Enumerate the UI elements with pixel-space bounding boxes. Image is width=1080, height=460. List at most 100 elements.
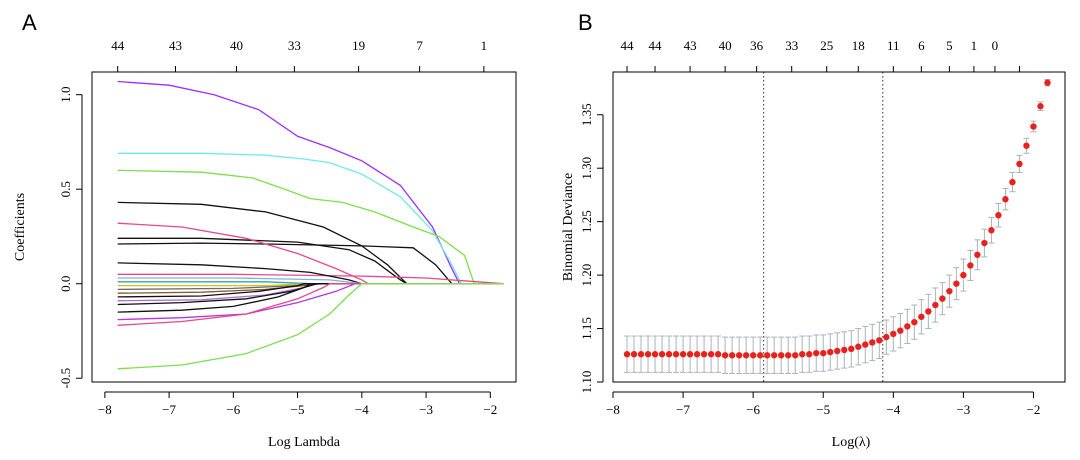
- deviance-point: [735, 352, 743, 359]
- coefficient-paths: [117, 80, 504, 370]
- deviance-point: [630, 351, 638, 358]
- deviance-point: [995, 212, 1002, 219]
- y-axis-title-b: Binomial Deviance: [561, 173, 576, 281]
- deviance-point: [707, 351, 715, 358]
- coefficient-path: [117, 283, 504, 313]
- deviance-point: [911, 318, 918, 326]
- x-tick-label: −2: [483, 402, 497, 417]
- y-tick-label: 1.10: [579, 371, 594, 394]
- deviance-point: [967, 262, 974, 269]
- coefficient-path: [117, 152, 504, 285]
- deviance-point: [644, 351, 652, 358]
- deviance-point: [679, 351, 687, 358]
- deviance-point: [728, 352, 736, 359]
- deviance-point: [637, 351, 645, 358]
- deviance-point: [848, 345, 855, 353]
- top-tick-label: 0: [992, 38, 999, 53]
- deviance-point: [700, 351, 708, 358]
- deviance-point: [890, 330, 897, 338]
- y-tick-label: 1.0: [58, 87, 73, 103]
- top-tick-label: 44: [649, 38, 663, 53]
- y-tick-label: -0.5: [58, 368, 73, 389]
- deviance-point: [897, 327, 904, 334]
- y-tick-label: 0.0: [58, 276, 73, 292]
- panel-b: B −8 −7 −6 −5 −4 −3 −2 1.10 1.15 1.20 1.25 1.30 1.3…: [561, 10, 1066, 450]
- y-tick-label: 1.20: [579, 264, 594, 287]
- x-tick-label: −7: [676, 402, 690, 417]
- deviance-point: [904, 323, 911, 330]
- deviance-point: [1009, 178, 1016, 186]
- deviance-point: [862, 341, 869, 348]
- coefficient-path: [117, 262, 504, 285]
- y-tick-label: 1.15: [579, 317, 594, 340]
- deviance-points: [623, 79, 1051, 359]
- top-tick-label: 1: [481, 38, 488, 53]
- deviance-point: [855, 343, 862, 350]
- top-tick-label: 1: [971, 38, 978, 53]
- top-tick-label: 44: [111, 38, 125, 53]
- x-axis-b: −8 −7 −6 −5 −4 −3 −2: [606, 391, 1041, 417]
- x-tick-label: −5: [291, 402, 305, 417]
- deviance-point: [974, 251, 981, 258]
- y-tick-label: 0.5: [58, 181, 73, 197]
- deviance-point: [1016, 160, 1023, 168]
- y-tick-label: 1.30: [579, 157, 594, 180]
- deviance-point: [1023, 142, 1030, 149]
- deviance-point: [820, 349, 827, 357]
- panel-letter-b: B: [578, 10, 593, 35]
- top-tick-label: 43: [684, 38, 697, 53]
- deviance-point: [939, 295, 946, 302]
- deviance-point: [742, 352, 750, 359]
- deviance-point: [932, 301, 939, 309]
- error-bars: [624, 78, 1051, 374]
- deviance-point: [672, 351, 680, 358]
- top-tick-label: 19: [352, 38, 365, 53]
- top-axis-a: 44 43 40 33 19 7 1: [111, 38, 488, 73]
- deviance-point: [756, 352, 764, 359]
- deviance-point: [686, 351, 694, 358]
- plot-frame-a: [91, 71, 517, 383]
- deviance-point: [918, 313, 925, 320]
- x-tick-label: −3: [956, 402, 970, 417]
- coefficient-path: [117, 283, 504, 326]
- deviance-point: [813, 349, 820, 357]
- coefficient-path: [117, 80, 504, 285]
- deviance-point: [876, 337, 883, 344]
- x-tick-label: −6: [226, 402, 240, 417]
- y-axis-a: -0.5 0.0 0.5 1.0: [58, 87, 83, 389]
- top-axis-b: 44 44 43 40 36 33 25 18 11 6 5 1 0: [621, 38, 1020, 73]
- top-tick-label: 5: [946, 38, 953, 53]
- coefficient-path: [117, 283, 504, 370]
- deviance-point: [841, 346, 848, 354]
- panel-a: A −8 −7 −6 −5 −4 −3 −2 -0.5 0.0 0.5 1.0 44 43 40 33 1…: [13, 10, 517, 450]
- coefficient-path: [117, 201, 504, 285]
- top-tick-label: 18: [852, 38, 865, 53]
- deviance-point: [946, 287, 953, 295]
- deviance-point: [777, 352, 785, 359]
- x-tick-label: −2: [1027, 402, 1041, 417]
- deviance-point: [623, 351, 631, 358]
- y-tick-label: 1.25: [579, 210, 594, 233]
- deviance-point: [883, 333, 890, 341]
- deviance-point: [651, 351, 659, 358]
- top-tick-label: 25: [820, 38, 833, 53]
- deviance-point: [953, 280, 960, 287]
- deviance-point: [960, 271, 967, 279]
- deviance-point: [827, 348, 834, 356]
- top-tick-label: 6: [918, 38, 925, 53]
- deviance-point: [763, 352, 771, 359]
- x-tick-label: −4: [355, 402, 369, 417]
- top-tick-label: 43: [169, 38, 182, 53]
- top-tick-label: 33: [288, 38, 301, 53]
- x-tick-label: −8: [98, 402, 112, 417]
- top-tick-label: 40: [230, 38, 243, 53]
- x-axis-a: −8 −7 −6 −5 −4 −3 −2: [98, 391, 497, 417]
- x-tick-label: −7: [162, 402, 176, 417]
- deviance-point: [721, 352, 729, 359]
- x-tick-label: −5: [816, 402, 830, 417]
- deviance-point: [665, 351, 673, 358]
- y-axis-b: 1.10 1.15 1.20 1.25 1.30 1.35: [579, 103, 604, 394]
- deviance-point: [784, 352, 792, 359]
- deviance-point: [770, 352, 778, 359]
- deviance-point: [834, 347, 841, 355]
